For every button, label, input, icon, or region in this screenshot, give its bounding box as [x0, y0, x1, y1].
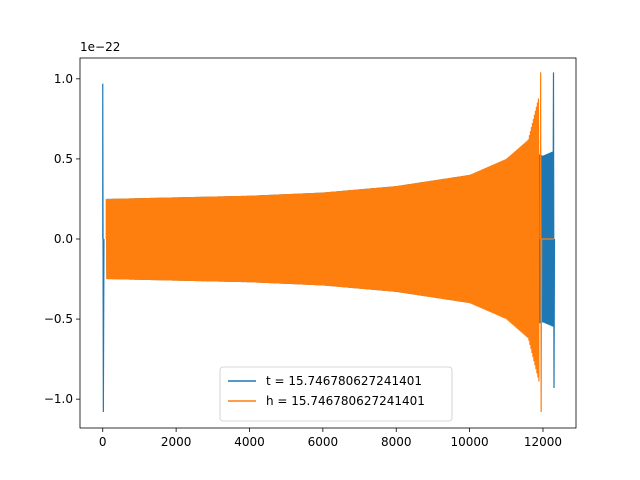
series-layer — [102, 72, 556, 412]
x-tick-label: 10000 — [451, 435, 489, 449]
legend-label-2: h = 15.746780627241401 — [266, 394, 425, 408]
x-axis: 0 2000 4000 6000 8000 10000 12000 — [99, 428, 562, 449]
x-tick-label: 12000 — [524, 435, 562, 449]
y-tick-label: 0.0 — [54, 232, 73, 246]
y-tick-label: 1.0 — [54, 72, 73, 86]
x-tick-label: 2000 — [161, 435, 192, 449]
series-line-2 — [105, 72, 554, 412]
x-tick-label: 8000 — [381, 435, 412, 449]
legend-label-1: t = 15.746780627241401 — [266, 374, 422, 388]
x-tick-label: 0 — [99, 435, 107, 449]
y-tick-label: −1.0 — [44, 392, 73, 406]
legend-box — [219, 366, 453, 422]
y-axis: −1.0 −0.5 0.0 0.5 1.0 — [44, 72, 80, 406]
y-tick-label: −0.5 — [44, 312, 73, 326]
x-tick-label: 6000 — [308, 435, 339, 449]
x-tick-label: 4000 — [234, 435, 265, 449]
y-tick-label: 0.5 — [54, 152, 73, 166]
y-offset-text: 1e−22 — [80, 40, 120, 54]
plot-frame — [79, 57, 577, 429]
plot-area — [102, 72, 556, 412]
legend: t = 15.746780627241401 h = 15.74678062724… — [219, 366, 453, 422]
